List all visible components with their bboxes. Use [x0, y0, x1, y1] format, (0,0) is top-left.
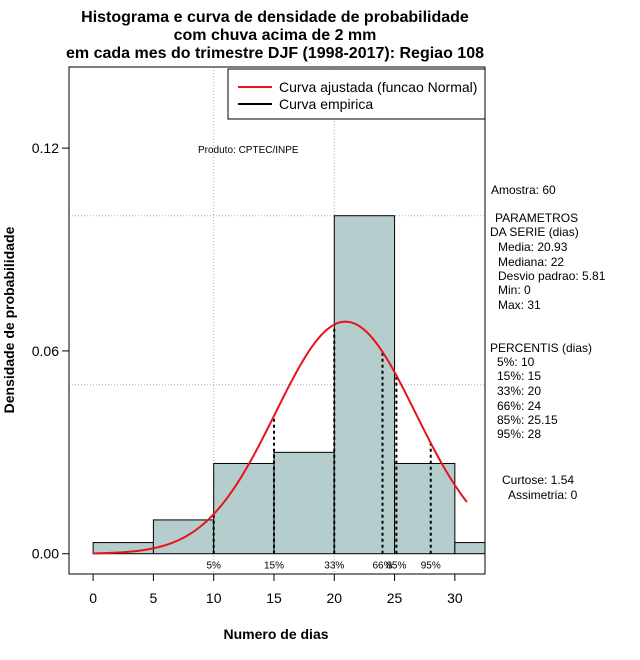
grid-layer: [69, 67, 485, 574]
percentile-label-0: 5%: [206, 561, 221, 572]
stats-amostra: Amostra: 60: [491, 183, 556, 197]
y-axis-title: Densidade de probabilidade: [1, 226, 17, 413]
stats-media: Media: 20.93: [498, 240, 568, 254]
y-tick-label-2: 0.12: [32, 140, 59, 156]
stats-p95: 95%: 28: [497, 427, 541, 441]
histogram-bar-4: [333, 215, 396, 555]
stats-mediana: Mediana: 22: [498, 255, 564, 269]
stats-serie-title: DA SERIE (dias): [490, 225, 579, 239]
x-tick-label-2: 10: [206, 590, 222, 606]
chart-title-line-3: em cada mes do trimestre DJF (1998-2017)…: [66, 45, 484, 62]
stats-p15: 15%: 15: [497, 369, 541, 383]
histogram-bar-5: [394, 462, 456, 555]
product-annotation: Produto: CPTEC/INPE: [198, 145, 299, 156]
legend-label-empirical: Curva empirica: [279, 96, 373, 112]
plot-frame: [68, 66, 486, 575]
x-tick-label-1: 5: [150, 590, 158, 606]
y-tick-label-1: 0.06: [32, 343, 59, 359]
stats-desvio: Desvio padrao: 5.81: [498, 269, 606, 283]
percentile-label-5: 95%: [421, 561, 441, 572]
percentile-label-4: 85%: [386, 561, 406, 572]
legend-label-fitted: Curva ajustada (funcao Normal): [279, 79, 477, 95]
x-tick-label-4: 20: [326, 590, 342, 606]
stats-p33: 33%: 20: [497, 384, 541, 398]
stats-percentis-title: PERCENTIS (dias): [490, 341, 592, 355]
curve-layer: [93, 320, 468, 555]
stats-assimetria: Assimetria: 0: [508, 488, 578, 502]
percentile-label-1: 15%: [264, 561, 284, 572]
stats-p5: 5%: 10: [497, 355, 535, 369]
x-tick-label-0: 0: [89, 590, 97, 606]
stats-max: Max: 31: [498, 298, 541, 312]
stats-panel: Amostra: 60 PARAMETROS DA SERIE (dias) M…: [490, 183, 606, 502]
stats-parametros-title: PARAMETROS: [495, 211, 578, 225]
stats-p85: 85%: 25.15: [497, 413, 558, 427]
histogram-bar-6: [454, 542, 486, 555]
chart-title-line-1: Histograma e curva de densidade de proba…: [81, 9, 469, 26]
histogram-bar-3: [273, 451, 335, 555]
stats-curtose: Curtose: 1.54: [502, 473, 574, 487]
percentile-layer: 5% 15% 33% 66%85% 95%: [206, 324, 441, 572]
x-axis-title: Numero de dias: [223, 626, 328, 642]
percentile-label-3: 66%: [372, 561, 392, 572]
legend-box: [227, 68, 486, 120]
stats-p66: 66%: 24: [497, 399, 541, 413]
percentile-label-2: 33%: [324, 561, 344, 572]
chart-title-line-2: com chuva acima de 2 mm: [174, 27, 377, 44]
axes-layer: 0 5 10 15 20 25 30 0.00 0.06 0.12: [32, 140, 463, 606]
y-tick-label-0: 0.00: [32, 546, 59, 562]
x-tick-label-5: 25: [387, 590, 403, 606]
legend: Curva ajustada (funcao Normal) Curva emp…: [227, 68, 486, 120]
histogram-bar-2: [213, 462, 275, 555]
fitted-normal-curve: [93, 320, 468, 555]
x-tick-label-6: 30: [447, 590, 463, 606]
stats-min: Min: 0: [498, 283, 531, 297]
x-tick-label-3: 15: [266, 590, 282, 606]
